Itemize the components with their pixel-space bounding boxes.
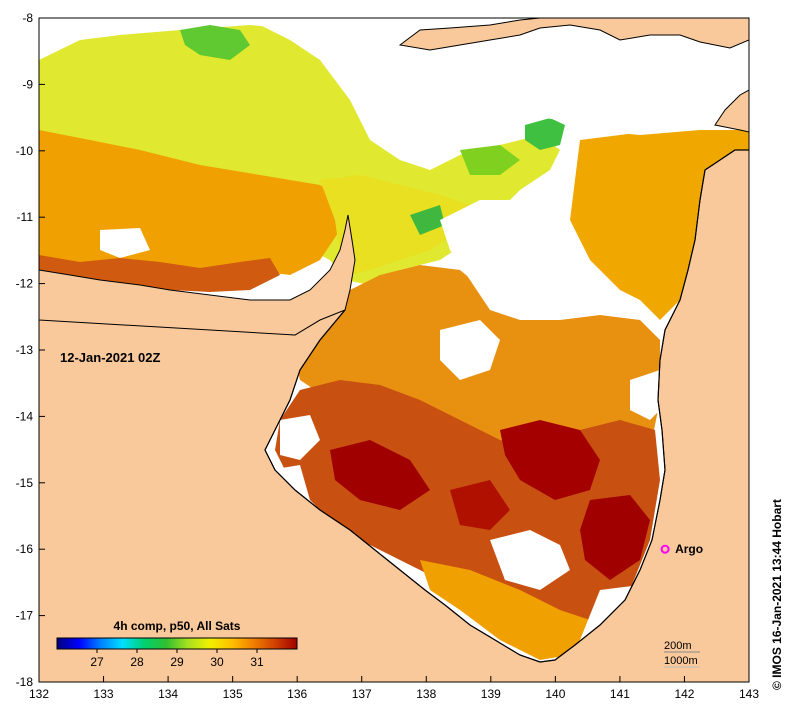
- x-tick-label: 135: [223, 687, 243, 701]
- x-tick-label: 141: [610, 687, 630, 701]
- coastline-gulf: [264, 149, 749, 663]
- colorbar-tick-label: 31: [250, 655, 264, 669]
- cloud-gap-west-3: [100, 228, 150, 258]
- cloud-gap-south: [490, 530, 570, 590]
- land-new-guinea: [398, 18, 749, 51]
- sst-patch-red-3: [580, 495, 650, 580]
- plot-content: [39, 18, 749, 682]
- land-cape-york: [714, 89, 749, 133]
- sst-patch-green-5: [460, 145, 520, 175]
- cloud-gap-west-1: [280, 415, 320, 460]
- contour-label-200m: 200m: [664, 640, 692, 652]
- contour-label-1000m: 1000m: [664, 655, 698, 667]
- colorbar-tick-label: 28: [130, 655, 144, 669]
- sst-patch-north-yellow: [320, 175, 470, 275]
- x-tick-label: 136: [287, 687, 307, 701]
- land-arnhem: [39, 214, 356, 336]
- x-tick-label: 143: [739, 687, 759, 701]
- y-tick-label: -12: [16, 277, 34, 291]
- y-tick-label: -10: [16, 144, 34, 158]
- y-tick-label: -9: [22, 77, 33, 91]
- colorbar: 4h comp, p50, All Sats 27 28 29 30 31: [56, 619, 298, 669]
- colorbar-tick-label: 29: [170, 655, 184, 669]
- cloud-gap-north: [250, 18, 700, 160]
- y-tick-label: -11: [17, 210, 34, 224]
- y-axis: -8 -9 -10 -11 -12 -13 -14 -15 -16 -17 -18: [16, 11, 45, 689]
- y-tick-label: -14: [16, 409, 34, 423]
- colorbar-scale: [56, 637, 298, 650]
- credit-label: © IMOS 16-Jan-2021 13:44 Hobart: [770, 499, 784, 690]
- argo-label: Argo: [675, 542, 703, 556]
- sst-patch-green-1: [180, 25, 250, 60]
- contour-legend: 200m 1000m: [664, 640, 700, 668]
- y-tick-label: -16: [16, 542, 34, 556]
- colorbar-title: 4h comp, p50, All Sats: [114, 619, 241, 633]
- x-tick-label: 137: [352, 687, 372, 701]
- cloud-gap-center: [440, 200, 600, 320]
- sst-patch-green-4: [410, 205, 445, 235]
- sst-patch-red-2: [500, 420, 600, 500]
- argo-marker: Argo: [660, 542, 703, 556]
- x-tick-label: 142: [674, 687, 694, 701]
- x-tick-label: 134: [158, 687, 178, 701]
- colorbar-ticks: 27 28 29 30 31: [90, 649, 264, 669]
- timestamp-label: 12-Jan-2021 02Z: [60, 350, 161, 365]
- y-tick-label: -15: [16, 476, 34, 490]
- colorbar-tick-label: 27: [90, 655, 104, 669]
- sst-patch-red-4: [450, 480, 510, 530]
- sst-layer: [39, 18, 749, 660]
- x-tick-label: 133: [94, 687, 114, 701]
- x-tick-label: 139: [481, 687, 501, 701]
- y-tick-label: -13: [16, 343, 34, 357]
- sst-patch-south-orange: [420, 560, 600, 660]
- x-tick-label: 138: [416, 687, 436, 701]
- sst-patch-green-2: [525, 118, 565, 150]
- y-tick-label: -18: [16, 675, 34, 689]
- y-tick-label: -17: [16, 609, 34, 623]
- x-tick-label: 132: [29, 687, 49, 701]
- sst-patch-red-1: [330, 440, 430, 510]
- argo-dot: [660, 544, 670, 554]
- cloud-gap-center-2: [440, 320, 500, 380]
- x-tick-label: 140: [545, 687, 565, 701]
- x-axis: 132 133 134 135 136 137 138 139 140 141 142 143: [29, 676, 759, 701]
- y-tick-label: -8: [22, 11, 33, 25]
- colorbar-tick-label: 30: [210, 655, 224, 669]
